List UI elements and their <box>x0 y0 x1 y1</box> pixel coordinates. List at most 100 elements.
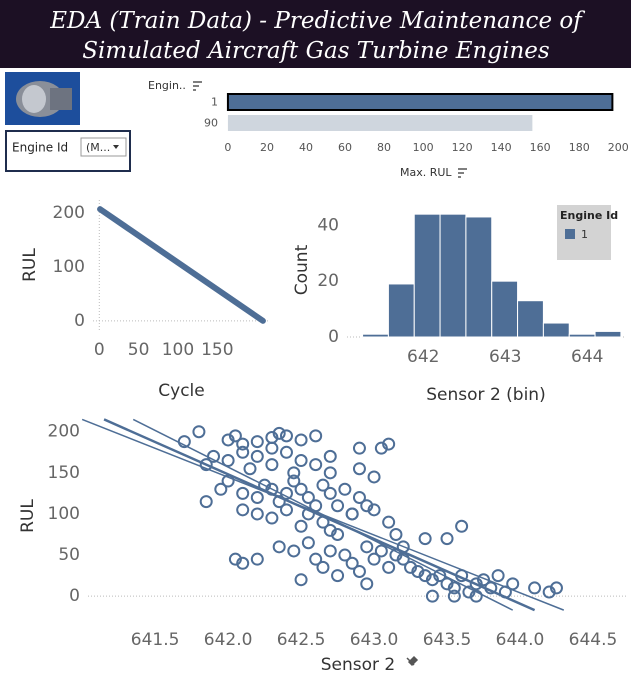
x-tick-label: 80 <box>377 141 391 154</box>
scatter-point <box>331 499 345 513</box>
y-tick-label: 50 <box>58 545 80 565</box>
x-tick-label: 642.0 <box>204 630 253 650</box>
sort-icon[interactable] <box>458 168 467 178</box>
scatter-point <box>301 536 315 550</box>
x-axis-label: Sensor 2 <box>321 655 396 675</box>
x-tick-label: 0 <box>94 340 105 360</box>
y-axis-label: RUL <box>18 499 38 533</box>
sort-icon[interactable] <box>193 81 202 91</box>
x-tick-label: 120 <box>452 141 473 154</box>
trend-line <box>81 418 565 611</box>
scatter-point <box>345 556 359 570</box>
scatter-point <box>265 482 279 496</box>
scatter-point <box>279 503 293 517</box>
scatter-point <box>433 569 447 583</box>
scatter-point <box>279 486 293 500</box>
engine-filter[interactable]: Engine Id (M... <box>5 130 131 172</box>
scatter-point <box>367 503 381 517</box>
x-axis-label: Max. RUL <box>400 166 452 179</box>
scatter-point <box>484 581 498 595</box>
y-tick-label: 200 <box>48 422 80 442</box>
scatter-point <box>309 429 323 443</box>
scatter-point <box>360 540 374 554</box>
y-tick-label: 100 <box>53 257 85 277</box>
y-tick-label: 0 <box>69 586 80 606</box>
scatter-point <box>338 482 352 496</box>
x-tick-label: 50 <box>128 340 150 360</box>
y-tick-label: 150 <box>48 463 80 483</box>
scatter-point <box>228 429 242 443</box>
scatter-point <box>287 544 301 558</box>
y-tick-label: 0 <box>328 327 339 347</box>
x-tick-label: 643.5 <box>423 630 472 650</box>
scatter-point <box>221 433 235 447</box>
y-tick-label: 20 <box>317 271 339 291</box>
scatter-point <box>309 458 323 472</box>
scatter-point <box>389 527 403 541</box>
scatter-point <box>250 507 264 521</box>
pin-icon[interactable] <box>406 655 419 667</box>
scatter-point <box>418 532 432 546</box>
scatter-point <box>396 540 410 554</box>
x-tick-label: 60 <box>338 141 352 154</box>
scatter-point <box>382 560 396 574</box>
scatter-point <box>447 589 461 603</box>
scatter-point <box>323 486 337 500</box>
y-tick-label: 0 <box>74 311 85 331</box>
scatter-point <box>309 552 323 566</box>
x-tick-label: 642.5 <box>277 630 326 650</box>
scatter-point <box>396 552 410 566</box>
scatter-point <box>272 426 286 440</box>
scatter-point <box>506 577 520 591</box>
title-line: Simulated Aircraft Gas Turbine Engines <box>82 38 550 64</box>
scatter-point <box>477 573 491 587</box>
scatter-point <box>411 564 425 578</box>
bar <box>226 93 614 111</box>
histogram-bar <box>542 322 570 338</box>
title-banner <box>0 0 631 68</box>
x-tick-label: 642 <box>407 347 439 367</box>
y-axis-label: Count <box>292 244 312 295</box>
scatter-point <box>228 552 242 566</box>
y-tick-label: 40 <box>317 215 339 235</box>
trend-line <box>103 418 536 612</box>
scatter-point <box>491 569 505 583</box>
scatter-point <box>469 577 483 591</box>
histogram-bar <box>413 213 441 338</box>
scatter-point <box>455 519 469 533</box>
filter-dropdown[interactable] <box>80 137 127 157</box>
scatter-point <box>352 441 366 455</box>
scatter-point <box>316 478 330 492</box>
scatter-point <box>272 540 286 554</box>
histogram-bar <box>439 213 467 338</box>
scatter-point <box>236 486 250 500</box>
scatter-point <box>447 581 461 595</box>
scatter-point <box>279 429 293 443</box>
x-tick-label: 100 <box>162 340 194 360</box>
scatter-point <box>331 527 345 541</box>
scatter-point <box>331 569 345 583</box>
scatter-point <box>265 458 279 472</box>
scatter-point <box>250 435 264 449</box>
scatter-point <box>352 491 366 505</box>
scatter-point <box>236 445 250 459</box>
scatter-point <box>294 433 308 447</box>
scatter-point <box>440 532 454 546</box>
scatter-point <box>404 560 418 574</box>
scatter-point <box>367 470 381 484</box>
scatter-point <box>440 577 454 591</box>
x-tick-label: 200 <box>608 141 629 154</box>
scatter-point <box>425 573 439 587</box>
category-header: Engin.. <box>148 79 186 92</box>
y-tick-label: 100 <box>48 504 80 524</box>
scatter-point <box>462 585 476 599</box>
filter-value: (M... <box>86 141 110 154</box>
scatter-point <box>287 466 301 480</box>
scatter-point <box>294 482 308 496</box>
scatter-point <box>265 441 279 455</box>
histogram-bar <box>465 216 493 338</box>
engine-image <box>5 72 80 125</box>
scatter-point <box>389 548 403 562</box>
filter-label: Engine Id <box>12 141 68 155</box>
scatter-point <box>352 462 366 476</box>
